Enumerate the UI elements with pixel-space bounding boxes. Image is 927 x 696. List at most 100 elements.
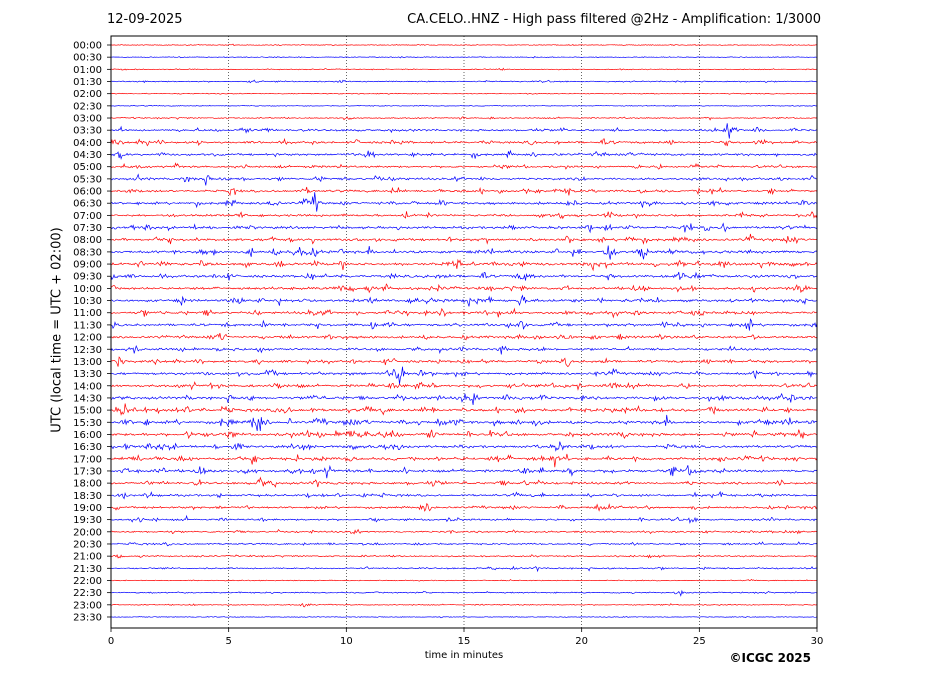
row-label-0330: 03:30 [73,126,102,137]
trace-1330 [110,366,818,385]
trace-0800 [111,233,818,245]
trace-2100 [110,554,818,559]
trace-0630 [111,192,818,212]
x-axis-label: time in minutes [424,650,504,661]
trace-0100 [110,67,818,71]
trace-0030 [110,56,818,59]
row-label-0800: 08:00 [73,235,102,246]
row-label-0200: 02:00 [73,89,102,100]
trace-0230 [110,104,818,107]
x-tick-label-4: 20 [575,636,588,647]
trace-1700 [110,453,818,468]
row-label-0900: 09:00 [73,260,102,271]
trace-1630 [110,441,818,452]
row-label-1130: 11:30 [73,320,102,331]
trace-1130 [110,318,818,331]
row-label-0830: 08:30 [73,247,102,258]
trace-0130 [110,79,818,84]
row-label-1800: 18:00 [73,479,102,490]
trace-0530 [110,173,818,186]
row-label-0000: 00:00 [73,41,102,52]
trace-2130 [110,565,818,573]
trace-1600 [110,429,818,440]
x-tick-label-0: 0 [108,636,114,647]
trace-0600 [110,186,818,197]
row-label-1530: 15:30 [73,418,102,429]
row-label-2230: 22:30 [73,588,102,599]
date-label: 12-09-2025 [107,12,183,27]
row-label-0930: 09:30 [73,272,102,283]
trace-0830 [110,245,818,260]
row-label-0130: 01:30 [73,77,102,88]
row-label-1430: 14:30 [73,393,102,404]
trace-1730 [110,464,818,479]
x-tick-label-5: 25 [693,636,706,647]
row-label-1630: 16:30 [73,442,102,453]
trace-0400 [110,137,818,147]
trace-0900 [110,258,818,272]
trace-0730 [110,222,818,234]
trace-1430 [110,392,817,406]
chart-title: CA.CELO..HNZ - High pass filtered @2Hz -… [407,12,821,27]
row-label-1930: 19:30 [73,515,102,526]
trace-0200 [110,92,818,95]
trace-1300 [110,356,818,368]
row-label-1900: 19:00 [73,503,102,514]
row-label-1830: 18:30 [73,491,102,502]
row-label-1100: 11:00 [73,308,102,319]
trace-0700 [110,211,818,220]
row-label-1700: 17:00 [73,454,102,465]
row-label-1230: 12:30 [73,345,102,356]
plot-frame [110,35,818,629]
row-label-2100: 21:00 [73,552,102,563]
trace-2230 [110,589,818,597]
trace-1900 [110,503,818,512]
trace-1530 [111,414,818,432]
row-label-0430: 04:30 [73,150,102,161]
trace-0000 [110,43,818,47]
trace-1400 [110,381,818,391]
trace-2300 [111,603,818,608]
trace-0930 [110,271,818,281]
x-tick-label-2: 10 [340,636,353,647]
row-label-1600: 16:00 [73,430,102,441]
row-label-1200: 12:00 [73,333,102,344]
row-label-0030: 00:30 [73,53,102,64]
x-tick-label-6: 30 [811,636,824,647]
row-label-1400: 14:00 [73,381,102,392]
trace-1200 [110,333,818,341]
copyright-label: ©ICGC 2025 [729,651,811,665]
trace-0300 [110,116,818,121]
row-label-1300: 13:00 [73,357,102,368]
row-label-0230: 02:30 [73,101,102,112]
trace-2330 [110,616,818,619]
row-label-2000: 20:00 [73,527,102,538]
row-label-0530: 05:30 [73,174,102,185]
row-label-1730: 17:30 [73,466,102,477]
row-label-2130: 21:30 [73,564,102,575]
trace-1000 [110,283,818,294]
row-label-0600: 06:00 [73,187,102,198]
trace-1030 [110,294,818,307]
trace-0430 [110,149,818,161]
trace-1500 [110,403,818,416]
row-label-1330: 13:30 [73,369,102,380]
trace-1230 [110,344,818,355]
trace-1800 [110,476,818,488]
trace-1100 [110,307,818,319]
trace-0330 [110,123,818,139]
x-tick-label-3: 15 [458,636,471,647]
row-label-0500: 05:00 [73,162,102,173]
row-label-2330: 23:30 [73,612,102,623]
row-label-0630: 06:30 [73,199,102,210]
row-label-2030: 20:30 [73,539,102,550]
row-label-0730: 07:30 [73,223,102,234]
row-label-2300: 23:00 [73,600,102,611]
row-label-1030: 10:30 [73,296,102,307]
row-label-0300: 03:00 [73,114,102,125]
row-label-1500: 15:00 [73,406,102,417]
trace-2200 [110,579,818,582]
row-label-2200: 22:00 [73,576,102,587]
trace-1830 [111,490,818,500]
